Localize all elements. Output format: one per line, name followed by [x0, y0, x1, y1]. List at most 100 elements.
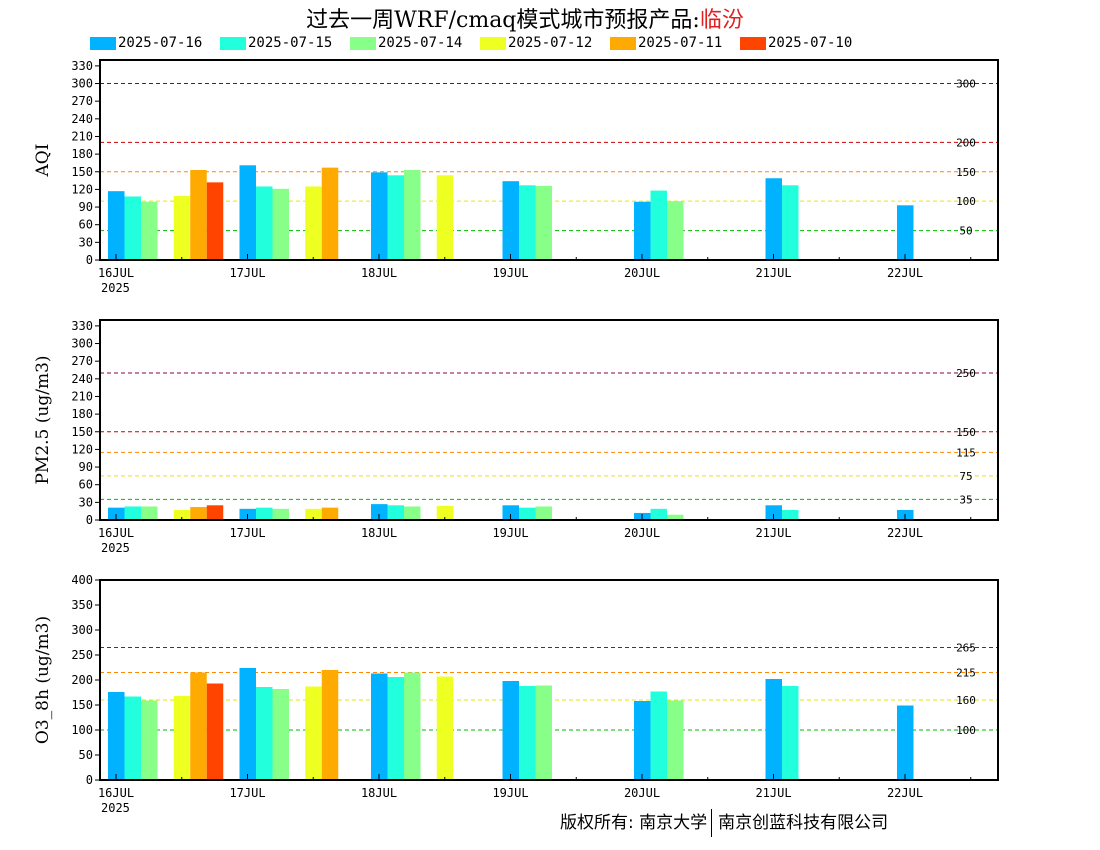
- bar: [124, 196, 141, 260]
- bar: [108, 191, 125, 260]
- y-tick-label: 150: [71, 698, 93, 712]
- bar: [436, 505, 454, 520]
- bar: [124, 506, 141, 520]
- footer-separator: [711, 809, 713, 837]
- legend-label: 2025-07-14: [378, 35, 463, 51]
- threshold-label: 100: [956, 724, 976, 737]
- footer-left: 版权所有: 南京大学: [560, 813, 708, 833]
- x-tick-label: 22JUL: [887, 786, 923, 800]
- bar: [124, 696, 141, 780]
- x-tick-label: 22JUL: [887, 266, 923, 280]
- threshold-label: 150: [956, 426, 976, 439]
- bar: [371, 172, 388, 260]
- y-tick-label: 210: [71, 389, 93, 403]
- x-tick-label: 17JUL: [229, 786, 265, 800]
- x-tick-label: 17JUL: [229, 266, 265, 280]
- y-tick-label: 300: [71, 623, 93, 637]
- chart-panel: 265 215 160 100 0 50 100 150 200 250 300 350 400 O3_8…: [33, 573, 999, 815]
- bar: [371, 673, 388, 780]
- x-tick-label: 21JUL: [755, 786, 791, 800]
- y-tick-label: 50: [79, 748, 93, 762]
- threshold-label: 265: [956, 642, 976, 655]
- y-tick-label: 120: [71, 442, 93, 456]
- bar: [519, 185, 536, 260]
- y-tick-label: 120: [71, 182, 93, 196]
- legend-swatch: [480, 37, 506, 50]
- x-tick-label: 17JUL: [229, 526, 265, 540]
- bar: [519, 686, 536, 780]
- threshold-label: 75: [959, 470, 972, 483]
- x-tick-label: 18JUL: [361, 786, 397, 800]
- y-tick-label: 180: [71, 147, 93, 161]
- legend-label: 2025-07-10: [768, 35, 853, 51]
- footer-right: 南京创蓝科技有限公司: [718, 813, 889, 833]
- legend-swatch: [350, 37, 376, 50]
- threshold-label: 100: [956, 195, 976, 208]
- bar: [650, 691, 667, 780]
- bar: [387, 175, 404, 260]
- bar: [256, 507, 273, 520]
- legend-swatch: [90, 37, 116, 50]
- threshold-label: 35: [959, 493, 972, 506]
- y-tick-label: 90: [79, 460, 93, 474]
- bar: [141, 506, 158, 520]
- bar: [190, 672, 207, 780]
- bar: [387, 505, 404, 520]
- y-tick-label: 210: [71, 129, 93, 143]
- y-tick-label: 300: [71, 77, 93, 91]
- y-tick-label: 240: [71, 112, 93, 126]
- threshold-label: 150: [956, 166, 976, 179]
- y-tick-label: 270: [71, 354, 93, 368]
- bar: [321, 670, 339, 780]
- threshold-label: 200: [956, 136, 976, 149]
- bar: [173, 696, 191, 780]
- y-tick-label: 250: [71, 648, 93, 662]
- bar: [404, 170, 421, 260]
- bar: [782, 510, 799, 520]
- x-tick-label: 19JUL: [492, 266, 528, 280]
- bar: [782, 185, 799, 260]
- threshold-label: 50: [959, 225, 972, 238]
- bar: [765, 505, 782, 520]
- bar: [141, 700, 158, 780]
- legend-label: 2025-07-12: [508, 35, 593, 51]
- bar: [272, 689, 289, 780]
- bar: [667, 201, 684, 260]
- bar: [272, 508, 289, 520]
- bar: [436, 175, 454, 260]
- plot-frame: [99, 59, 999, 261]
- bar: [387, 677, 404, 780]
- y-axis-label: PM2.5 (ug/m3): [33, 355, 53, 484]
- bar: [256, 186, 273, 260]
- y-tick-label: 240: [71, 372, 93, 386]
- x-tick-label: 19JUL: [492, 786, 528, 800]
- y-tick-label: 100: [71, 723, 93, 737]
- bar: [305, 186, 322, 260]
- threshold-label: 250: [956, 367, 976, 380]
- bar: [256, 687, 273, 780]
- bar: [897, 205, 914, 260]
- bar: [173, 195, 191, 260]
- x-tick-label: 21JUL: [755, 266, 791, 280]
- x-tick-label: 16JUL: [98, 266, 134, 280]
- bar: [206, 683, 224, 780]
- bar: [190, 507, 207, 520]
- bar: [190, 170, 207, 260]
- x-tick-label: 20JUL: [624, 526, 660, 540]
- bar: [321, 167, 339, 260]
- legend-label: 2025-07-11: [638, 35, 723, 51]
- y-tick-label: 300: [71, 337, 93, 351]
- threshold-label: 300: [956, 78, 976, 91]
- copyright-footer: 版权所有: 南京大学 南京创蓝科技有限公司: [560, 808, 888, 837]
- x-tick-label: 22JUL: [887, 526, 923, 540]
- legend-swatch: [220, 37, 246, 50]
- y-tick-label: 350: [71, 598, 93, 612]
- bar: [239, 165, 256, 260]
- y-tick-label: 60: [79, 218, 93, 232]
- bar: [305, 686, 322, 780]
- bar: [206, 505, 224, 520]
- bar: [650, 190, 667, 260]
- y-tick-label: 90: [79, 200, 93, 214]
- plot-frame: [99, 319, 999, 521]
